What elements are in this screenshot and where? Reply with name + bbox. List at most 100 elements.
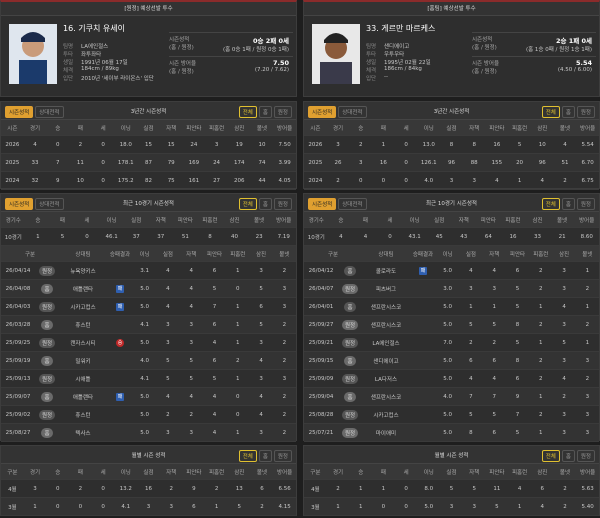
- filter[interactable]: 홈: [561, 198, 575, 210]
- header-row: 구분 상대팀 승패결과 이닝 실점 자책 피안타 피홈런 삼진 볼넷: [1, 246, 296, 262]
- value-detail: (홈 0승 1패 / 원정 0승 1패): [222, 47, 289, 53]
- info-label: 생일: [366, 60, 377, 66]
- cell: 0: [404, 177, 408, 184]
- cell: 0: [404, 485, 408, 492]
- record-label: 시즌 방어율 (홈 / 원정): [169, 59, 211, 80]
- filter[interactable]: 전체: [541, 198, 560, 210]
- cell: 2: [214, 485, 219, 492]
- record-value: 2승 1패 0세 (홈 1승 0패 / 원정 1승 1패): [514, 35, 596, 56]
- cell: 10: [538, 141, 546, 148]
- cell: 1: [33, 503, 37, 510]
- column-header: 볼넷: [254, 217, 265, 224]
- filter[interactable]: 홈: [258, 198, 272, 210]
- season-stats: 시즌성적 상대전적 3년간 시즌성적 전체 홈 원정 시즌 경기 승 패 세 이닝 실점 자책 피안타 피홈런…: [0, 101, 297, 190]
- cell: 9: [192, 485, 196, 492]
- cell: 4월: [311, 486, 320, 493]
- cell: 2: [539, 375, 543, 382]
- cell: 26: [334, 159, 342, 166]
- toolbar: 시즌성적 상대전적 3년간 시즌성적 전체 홈 원정: [1, 102, 296, 120]
- venue-cell: 홈: [35, 283, 59, 294]
- cell: 79: [167, 159, 175, 166]
- cell: 37: [132, 233, 140, 240]
- cell: 2: [585, 375, 590, 382]
- cell: 5.0: [443, 321, 453, 328]
- cell: 5.0: [443, 375, 453, 382]
- cell: 6: [212, 267, 217, 274]
- filter[interactable]: 전체: [238, 198, 257, 210]
- tab[interactable]: 시즌성적: [308, 198, 337, 210]
- tab[interactable]: 시즌성적: [308, 106, 337, 118]
- column-header: 피홈런: [202, 217, 218, 224]
- section-title: 월별 시즌 성적: [131, 453, 166, 459]
- game-row: 25/09/19 홈 밀워키 4.0 5 5 6 2 4 2: [1, 352, 296, 370]
- tab[interactable]: 시즌성적: [5, 106, 34, 118]
- column-header: 자책: [166, 469, 177, 476]
- venue: 원정: [341, 427, 359, 438]
- info-row: 투타 우투우타: [366, 50, 466, 58]
- cell: 6.75: [581, 177, 594, 184]
- cell: 2: [585, 321, 590, 328]
- value-detail: (7.20 / 7.62): [254, 67, 289, 73]
- column-header: 방어율: [277, 125, 293, 132]
- cell: 1: [236, 339, 240, 346]
- column-header: 경기수: [308, 217, 324, 224]
- filter[interactable]: 원정: [576, 450, 595, 462]
- cell: 4.0: [424, 177, 434, 184]
- game-date: 25/09/02: [5, 411, 31, 418]
- cell: 1: [236, 267, 240, 274]
- venue-cell: 원정: [35, 409, 59, 420]
- filter[interactable]: 홈: [561, 106, 575, 118]
- venue-cell: 홈: [338, 391, 362, 402]
- cell: 174: [234, 159, 245, 166]
- venue: 홈: [41, 391, 53, 402]
- cell: 6: [515, 267, 520, 274]
- cell: 8: [472, 141, 476, 148]
- column-header: 패: [362, 217, 368, 224]
- filter[interactable]: 원정: [273, 106, 292, 118]
- cell: 16: [379, 159, 387, 166]
- cell: 4: [495, 177, 499, 184]
- tab[interactable]: 상대전적: [35, 106, 64, 118]
- tab[interactable]: 시즌성적: [5, 198, 34, 210]
- cell: 0: [388, 233, 392, 240]
- column-header: 실점: [131, 217, 142, 224]
- cell: 40: [231, 233, 239, 240]
- info-row: 체격 186cm / 84kg: [366, 66, 466, 74]
- game-row: 25/09/25 원정 캔자스시티 승 5.0 3 3 4 1 3 2: [1, 334, 296, 352]
- tab[interactable]: 상대전적: [35, 198, 64, 210]
- venue: 홈: [41, 283, 53, 294]
- filter[interactable]: 원정: [576, 106, 595, 118]
- opponent: 샌프란시스코: [370, 304, 402, 311]
- value: 2승 1패 0세: [555, 37, 592, 45]
- filter[interactable]: 원정: [273, 450, 292, 462]
- record-label: 시즌성적 (홈 / 원정): [472, 35, 514, 56]
- cell: 5: [259, 285, 263, 292]
- filter[interactable]: 전체: [541, 106, 560, 118]
- result: 패: [419, 266, 427, 275]
- filter[interactable]: 원정: [576, 198, 595, 210]
- filter[interactable]: 홈: [258, 450, 272, 462]
- info-value: 샌디에이고: [384, 44, 410, 50]
- filter[interactable]: 홈: [561, 450, 575, 462]
- filter[interactable]: 전체: [238, 106, 257, 118]
- cell: 5: [562, 339, 566, 346]
- data-row: 2026 4 0 2 0 18.0 15 15 24 3 19 10 7.50: [1, 136, 296, 154]
- cell: 6: [260, 485, 264, 492]
- cell: 7: [515, 411, 520, 418]
- tab[interactable]: 상대전적: [338, 106, 367, 118]
- filter[interactable]: 전체: [238, 450, 257, 462]
- tab[interactable]: 상대전적: [338, 198, 367, 210]
- game-row: 26/04/03 원정 시카고컵스 패 5.0 4 4 7 1 6 3: [1, 298, 296, 316]
- column-header: 구분: [7, 469, 18, 476]
- filter[interactable]: 전체: [541, 450, 560, 462]
- column-header: 구분: [327, 251, 339, 258]
- filter[interactable]: 원정: [273, 198, 292, 210]
- info-label: 입단: [63, 76, 74, 82]
- cell: 4: [189, 303, 193, 310]
- filter[interactable]: 홈: [258, 106, 272, 118]
- info-row: 입단 2010년 '세이부 라이온스' 입단: [63, 74, 163, 82]
- cell: 2: [539, 411, 543, 418]
- venue: 원정: [38, 337, 56, 348]
- cell: 75: [167, 177, 175, 184]
- cell: 5.63: [581, 485, 594, 492]
